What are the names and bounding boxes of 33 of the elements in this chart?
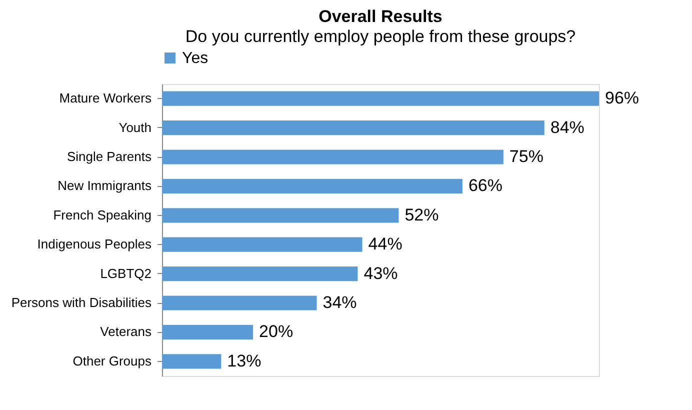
y-tick-label: Other Groups: [72, 353, 152, 368]
y-tick-label: French Speaking: [53, 207, 152, 222]
data-label: 44%: [368, 234, 402, 254]
data-label: 13%: [227, 351, 262, 370]
y-tick-label: Single Parents: [66, 149, 152, 164]
bar: [162, 91, 599, 106]
data-label: 84%: [550, 118, 584, 137]
bar: [162, 354, 222, 369]
y-tick-label: New Immigrants: [58, 178, 152, 194]
bar: [162, 178, 462, 194]
y-tick-label: Mature Workers: [59, 90, 152, 106]
y-tick-label: Veterans: [100, 324, 152, 340]
data-label: 34%: [322, 293, 357, 312]
bar: [162, 150, 504, 164]
bar: [162, 120, 544, 136]
data-label: 20%: [259, 322, 294, 342]
chart-title: Overall Results: [318, 7, 442, 26]
bar: [162, 296, 317, 310]
bar: [162, 237, 362, 252]
chart-subtitle: Do you currently employ people from these groups?: [185, 27, 576, 46]
y-tick-label: Persons with Disabilities: [11, 295, 152, 310]
y-tick-label: Youth: [118, 120, 152, 135]
bar: [162, 266, 358, 282]
y-tick-label: LGBTQ2: [100, 266, 152, 281]
y-tick-label: Indigenous Peoples: [37, 236, 152, 252]
bar: [162, 208, 399, 223]
data-label: 66%: [468, 176, 502, 196]
legend-label: Yes: [182, 50, 208, 67]
data-label: 43%: [364, 264, 398, 283]
data-label: 96%: [605, 88, 640, 108]
data-label: 52%: [404, 205, 439, 224]
data-label: 75%: [509, 147, 544, 166]
bar: [162, 324, 254, 340]
